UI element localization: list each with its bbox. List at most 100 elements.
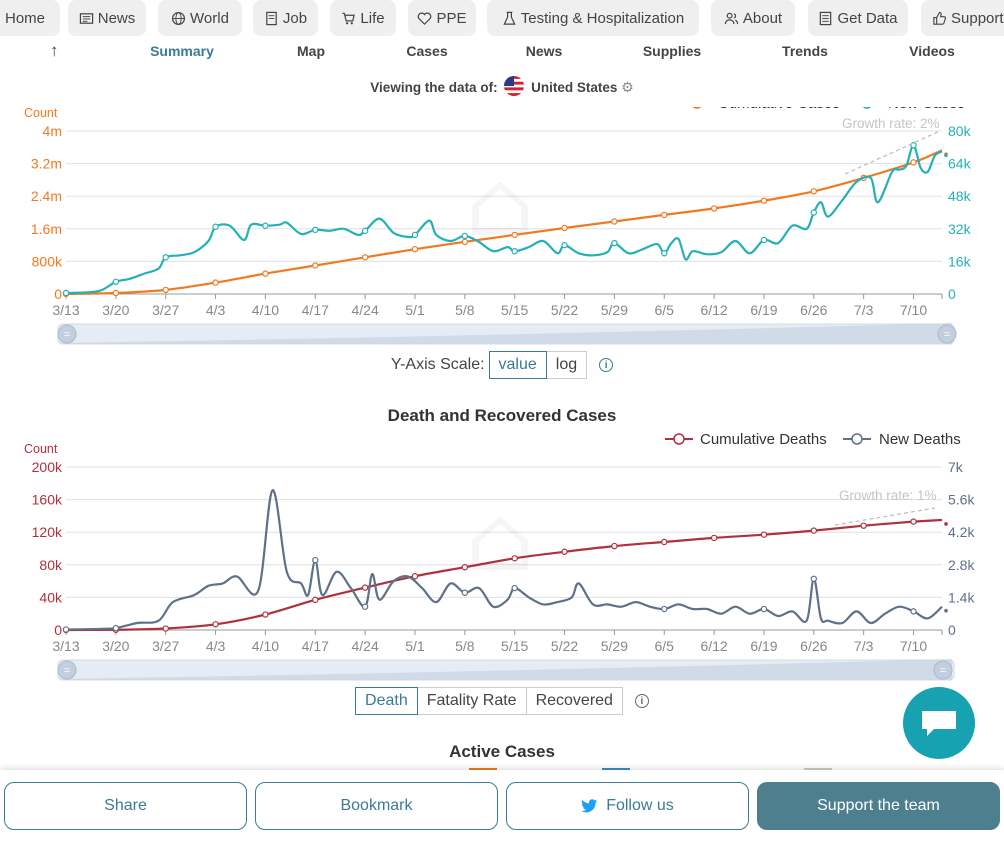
nav-world[interactable]: World (158, 0, 242, 36)
cumulative-deaths-point[interactable] (312, 596, 319, 604)
deaths-zoom-slider[interactable]: = = (57, 659, 955, 681)
new-deaths-point[interactable] (810, 575, 818, 582)
section-tab-supplies[interactable]: Supplies (642, 43, 702, 59)
cumulative-deaths-point[interactable] (411, 573, 419, 580)
new-cases-point[interactable] (944, 153, 948, 158)
cumulative-deaths-point[interactable] (262, 611, 269, 618)
cumulative-cases-point[interactable] (112, 289, 120, 297)
cumulative-deaths-point[interactable] (511, 555, 518, 562)
new-cases-point[interactable] (661, 250, 668, 257)
section-tab-map[interactable]: Map (297, 43, 325, 59)
legend-cumulative-deaths[interactable]: Cumulative Deaths (700, 431, 827, 448)
support-team-button[interactable]: Support the team (757, 782, 1000, 830)
info-icon[interactable]: i (599, 358, 614, 372)
slider-handle-right[interactable] (933, 660, 953, 680)
new-deaths-point[interactable] (511, 584, 518, 592)
cumulative-cases-point[interactable] (361, 254, 369, 261)
new-cases-point[interactable] (561, 241, 568, 249)
chat-button[interactable] (903, 687, 975, 759)
settings-gear-icon[interactable]: ⚙ (621, 79, 634, 95)
cumulative-deaths-point[interactable] (361, 584, 369, 591)
scale-value-button[interactable]: value (488, 351, 547, 379)
new-cases-point[interactable] (361, 227, 369, 235)
cumulative-cases-point[interactable] (561, 224, 568, 232)
cumulative-deaths-point[interactable] (910, 518, 917, 525)
fatality-rate-button[interactable]: Fatality Rate (417, 687, 527, 715)
nav-get-data[interactable]: Get Data (808, 0, 908, 36)
slider-handle-left[interactable] (57, 324, 77, 344)
section-tab-videos[interactable]: Videos (909, 43, 955, 59)
new-deaths-point[interactable] (312, 556, 319, 564)
section-tab-summary[interactable]: Summary (150, 43, 214, 59)
cumulative-cases-point[interactable] (710, 205, 718, 212)
cumulative-deaths-point[interactable] (561, 548, 568, 555)
cumulative-deaths-point[interactable] (162, 625, 169, 632)
cumulative-cases-point[interactable] (411, 245, 419, 253)
new-cases-point[interactable] (262, 222, 269, 229)
death-button[interactable]: Death (355, 687, 418, 715)
cumulative-cases-point[interactable] (661, 211, 668, 219)
cumulative-deaths-point[interactable] (661, 538, 668, 546)
new-deaths-point[interactable] (361, 603, 369, 610)
slider-handle-right[interactable] (937, 324, 957, 344)
cumulative-cases-point[interactable] (262, 270, 269, 277)
follow-us-button[interactable]: Follow us (506, 782, 749, 830)
new-cases-point[interactable] (511, 248, 518, 255)
slider-handle-left[interactable] (57, 660, 77, 680)
viewing-country[interactable]: United States (531, 80, 618, 95)
section-tab-trends[interactable]: Trends (782, 43, 828, 59)
cumulative-deaths-point[interactable] (760, 531, 768, 538)
new-cases-point[interactable] (411, 231, 419, 239)
nav-life[interactable]: Life (330, 0, 396, 36)
recovered-button[interactable]: Recovered (526, 687, 623, 715)
new-deaths-point[interactable] (910, 608, 917, 615)
new-deaths-point[interactable] (112, 624, 120, 632)
cumulative-cases-point[interactable] (511, 231, 518, 239)
new-deaths-point[interactable] (760, 605, 768, 613)
nav-about[interactable]: About (711, 0, 795, 36)
cumulative-cases-point[interactable] (760, 197, 768, 204)
section-tab-news[interactable]: News (525, 43, 563, 59)
new-cases-point[interactable] (212, 223, 219, 230)
new-deaths-point[interactable] (62, 626, 70, 633)
nav-news[interactable]: News (68, 0, 146, 36)
cumulative-cases-point[interactable] (461, 238, 469, 246)
cumulative-cases-point[interactable] (162, 286, 169, 294)
bookmark-button[interactable]: Bookmark (255, 782, 498, 830)
new-cases-point[interactable] (810, 209, 818, 216)
cumulative-cases-point[interactable] (212, 279, 219, 286)
scale-log-button[interactable]: log (546, 351, 588, 379)
cumulative-deaths-point[interactable] (710, 534, 718, 542)
cumulative-cases-point[interactable] (611, 218, 618, 225)
legend-new-deaths[interactable]: New Deaths (879, 431, 961, 448)
cumulative-deaths-point[interactable] (461, 564, 469, 571)
section-tab-cases[interactable]: Cases (406, 43, 448, 59)
new-cases-point[interactable] (162, 254, 169, 261)
new-cases-point[interactable] (461, 232, 469, 240)
new-deaths-point[interactable] (661, 605, 668, 613)
nav-testing[interactable]: Testing & Hospitalization (487, 0, 699, 36)
cumulative-deaths-point[interactable] (810, 527, 818, 534)
share-button[interactable]: Share (4, 782, 247, 830)
new-deaths-point[interactable] (461, 589, 469, 596)
cumulative-deaths-point[interactable] (212, 621, 219, 628)
nav-home[interactable]: Home (0, 0, 60, 36)
nav-ppe[interactable]: PPE (408, 0, 476, 36)
new-cases-point[interactable] (611, 239, 618, 247)
cumulative-deaths-point[interactable] (944, 522, 948, 526)
cumulative-deaths-point[interactable] (860, 522, 867, 529)
nav-support[interactable]: Support (921, 0, 1004, 36)
cumulative-cases-point[interactable] (810, 188, 818, 195)
info-icon[interactable]: i (634, 694, 649, 708)
new-cases-point[interactable] (312, 226, 319, 234)
new-cases-point[interactable] (112, 278, 120, 285)
cumulative-cases-point[interactable] (910, 159, 917, 166)
nav-job[interactable]: Job (253, 0, 318, 36)
cumulative-deaths-point[interactable] (611, 542, 618, 550)
new-cases-point[interactable] (62, 289, 70, 297)
new-cases-point[interactable] (760, 236, 768, 244)
new-deaths-point[interactable] (944, 608, 948, 613)
cumulative-cases-point[interactable] (312, 262, 319, 269)
cases-zoom-slider[interactable]: = = (57, 323, 957, 345)
arrow-up-icon[interactable]: ↑ (50, 41, 59, 60)
